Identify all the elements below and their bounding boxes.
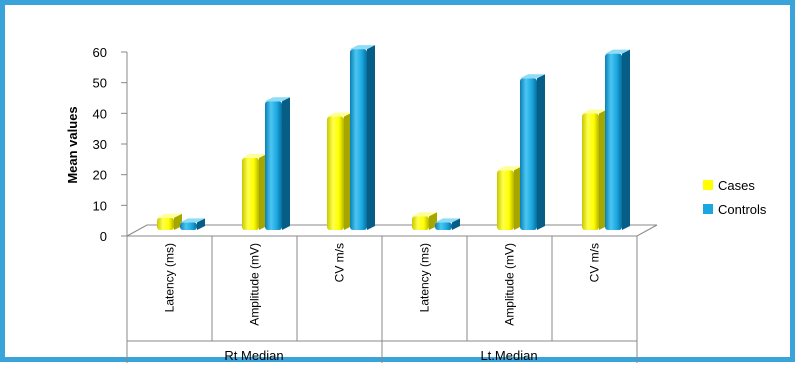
bar-top xyxy=(242,153,267,158)
bar-side xyxy=(452,218,460,230)
bar-top xyxy=(327,112,352,117)
y-tick-label: 0 xyxy=(100,229,107,244)
bar-front xyxy=(242,157,259,230)
legend: Cases Controls xyxy=(703,178,767,217)
category-labels: Latency (ms) Amplitude (mV) CV m/s Latency … xyxy=(163,243,602,326)
group-label-rt-median: Rt Median xyxy=(224,348,283,363)
bar-cases xyxy=(497,166,522,230)
bar-top xyxy=(605,49,630,54)
category-label: Amplitude (mV) xyxy=(503,243,517,326)
bar-front xyxy=(327,116,344,230)
y-tick-label: 60 xyxy=(93,45,107,60)
bar-front xyxy=(157,217,174,230)
category-label: CV m/s xyxy=(588,243,602,282)
bar-front xyxy=(605,53,622,230)
bar-front xyxy=(180,222,197,230)
legend-swatch-controls xyxy=(703,204,713,214)
y-tick-label: 10 xyxy=(93,198,107,213)
bar-side xyxy=(367,45,375,230)
y-ticks: 0 10 20 30 40 50 60 xyxy=(93,45,127,244)
bar-front xyxy=(520,78,537,230)
y-axis-label: Mean values xyxy=(65,106,80,183)
bar-top xyxy=(520,74,545,79)
category-label: CV m/s xyxy=(333,243,347,282)
bar-cases xyxy=(412,212,437,230)
y-tick-label: 20 xyxy=(93,168,107,183)
bar-front xyxy=(582,113,599,230)
bar-top xyxy=(265,97,290,102)
bar-cases xyxy=(327,112,352,230)
bar-front xyxy=(435,222,452,230)
bar-side xyxy=(197,218,205,230)
bar-controls xyxy=(520,74,545,230)
bar-front xyxy=(265,101,282,230)
legend-label-controls: Controls xyxy=(718,202,767,217)
bar-top xyxy=(180,218,205,223)
category-table xyxy=(126,236,638,363)
category-label: Latency (ms) xyxy=(418,243,432,312)
bar-front xyxy=(350,49,367,230)
bar-top xyxy=(412,212,437,217)
bar-top xyxy=(157,213,182,218)
group-label-lt-median: Lt.Median xyxy=(480,348,537,363)
bar-side xyxy=(282,97,290,230)
bar-cases xyxy=(242,153,267,230)
y-tick-label: 30 xyxy=(93,137,107,152)
bars xyxy=(157,45,630,230)
bar-side xyxy=(622,49,630,230)
y-tick-label: 40 xyxy=(93,106,107,121)
bar-top xyxy=(497,166,522,171)
category-label: Amplitude (mV) xyxy=(248,243,262,326)
bar-chart: Mean values 0 10 20 30 40 50 60 Latency (ms) Am… xyxy=(65,45,767,363)
bar-top xyxy=(350,45,375,50)
legend-swatch-cases xyxy=(703,180,713,190)
legend-label-cases: Cases xyxy=(718,178,755,193)
bar-controls xyxy=(180,218,205,230)
bar-front xyxy=(412,216,429,230)
bar-controls xyxy=(435,218,460,230)
category-label: Latency (ms) xyxy=(163,243,177,312)
bar-front xyxy=(497,170,514,230)
bar-cases xyxy=(157,213,182,230)
bar-top xyxy=(435,218,460,223)
bar-side xyxy=(537,74,545,230)
bar-cases xyxy=(582,109,607,230)
bar-controls xyxy=(265,97,290,230)
bar-top xyxy=(582,109,607,114)
bar-controls xyxy=(350,45,375,230)
bar-controls xyxy=(605,49,630,230)
floor-plane xyxy=(126,224,658,237)
y-tick-label: 50 xyxy=(93,76,107,91)
